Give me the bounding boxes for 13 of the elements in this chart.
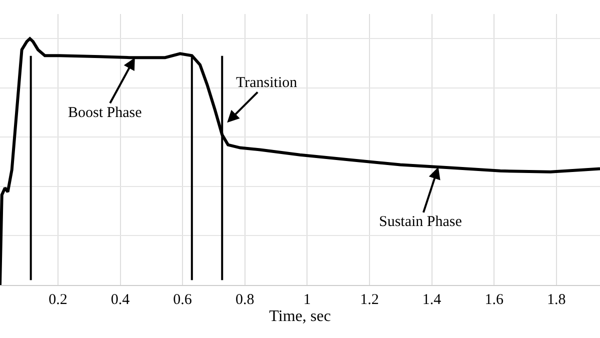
x-tick-label: 1.4 xyxy=(422,292,442,308)
x-tick-label: 0.8 xyxy=(235,292,254,308)
x-tick-label: 0.4 xyxy=(110,292,130,308)
annotation: Boost Phase xyxy=(68,105,142,121)
x-tick-label: 1.6 xyxy=(484,292,504,308)
x-tick-label: 1 xyxy=(303,292,311,308)
annotation: Transition xyxy=(236,75,298,91)
x-tick-label: 1.2 xyxy=(360,292,379,308)
annotation: Sustain Phase xyxy=(379,214,462,230)
x-tick-label: 0.6 xyxy=(173,292,192,308)
x-tick-label: 1.8 xyxy=(547,292,566,308)
x-tick-label: 0.2 xyxy=(48,292,68,308)
x-axis-title: Time, sec xyxy=(269,308,331,325)
